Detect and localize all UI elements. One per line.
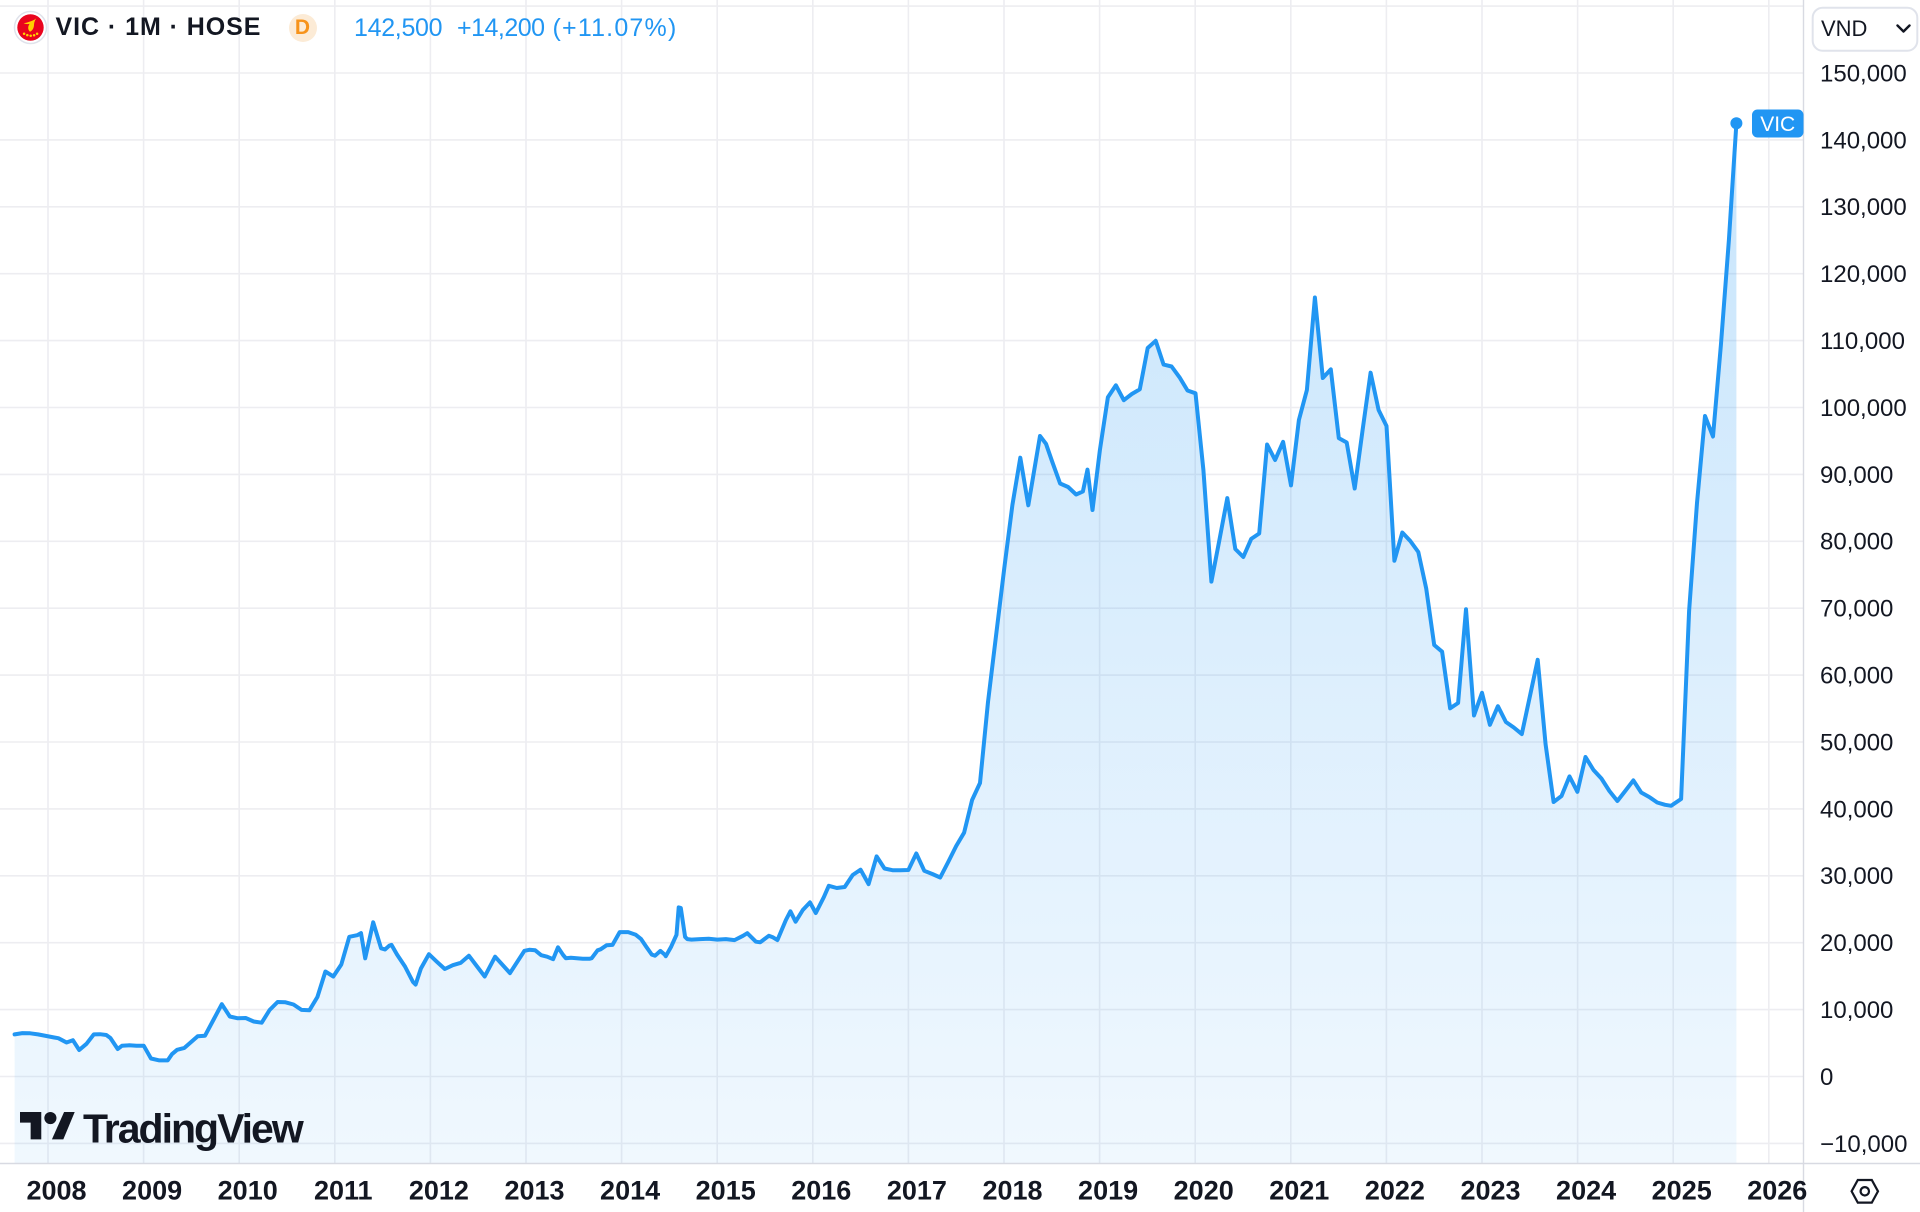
svg-text:40,000: 40,000 [1820,796,1893,823]
svg-text:120,000: 120,000 [1820,261,1907,288]
svg-text:130,000: 130,000 [1820,194,1907,221]
svg-text:0: 0 [1820,1064,1833,1091]
svg-text:100,000: 100,000 [1820,395,1907,422]
svg-text:150,000: 150,000 [1820,60,1907,87]
svg-text:60,000: 60,000 [1820,663,1893,690]
svg-text:VND: VND [1821,16,1867,41]
svg-text:2014: 2014 [600,1176,660,1206]
svg-text:2015: 2015 [696,1176,756,1206]
svg-text:2013: 2013 [504,1176,564,1206]
svg-text:2011: 2011 [314,1176,373,1206]
svg-text:2019: 2019 [1078,1176,1138,1206]
svg-text:2010: 2010 [218,1176,278,1206]
svg-text:2018: 2018 [982,1176,1042,1206]
svg-text:2022: 2022 [1365,1176,1425,1206]
svg-text:10,000: 10,000 [1820,997,1893,1024]
svg-text:TradingView: TradingView [83,1106,304,1152]
svg-text:2016: 2016 [791,1176,851,1206]
svg-text:2024: 2024 [1556,1176,1616,1206]
svg-text:30,000: 30,000 [1820,863,1893,890]
svg-text:2012: 2012 [409,1176,469,1206]
svg-text:2008: 2008 [26,1176,86,1206]
svg-text:80,000: 80,000 [1820,529,1893,556]
svg-text:2023: 2023 [1460,1176,1520,1206]
svg-text:2025: 2025 [1652,1176,1712,1206]
svg-text:70,000: 70,000 [1820,596,1893,623]
svg-text:VIC: VIC [1760,113,1795,136]
svg-text:2017: 2017 [887,1176,947,1206]
svg-text:110,000: 110,000 [1820,328,1905,355]
svg-text:2020: 2020 [1174,1176,1234,1206]
svg-text:2021: 2021 [1269,1176,1329,1206]
svg-text:2009: 2009 [122,1176,182,1206]
svg-text:20,000: 20,000 [1820,930,1893,957]
svg-text:2026: 2026 [1747,1176,1807,1206]
svg-text:50,000: 50,000 [1820,729,1893,756]
svg-text:90,000: 90,000 [1820,462,1893,489]
svg-text:−10,000: −10,000 [1820,1131,1907,1158]
svg-text:140,000: 140,000 [1820,127,1907,154]
